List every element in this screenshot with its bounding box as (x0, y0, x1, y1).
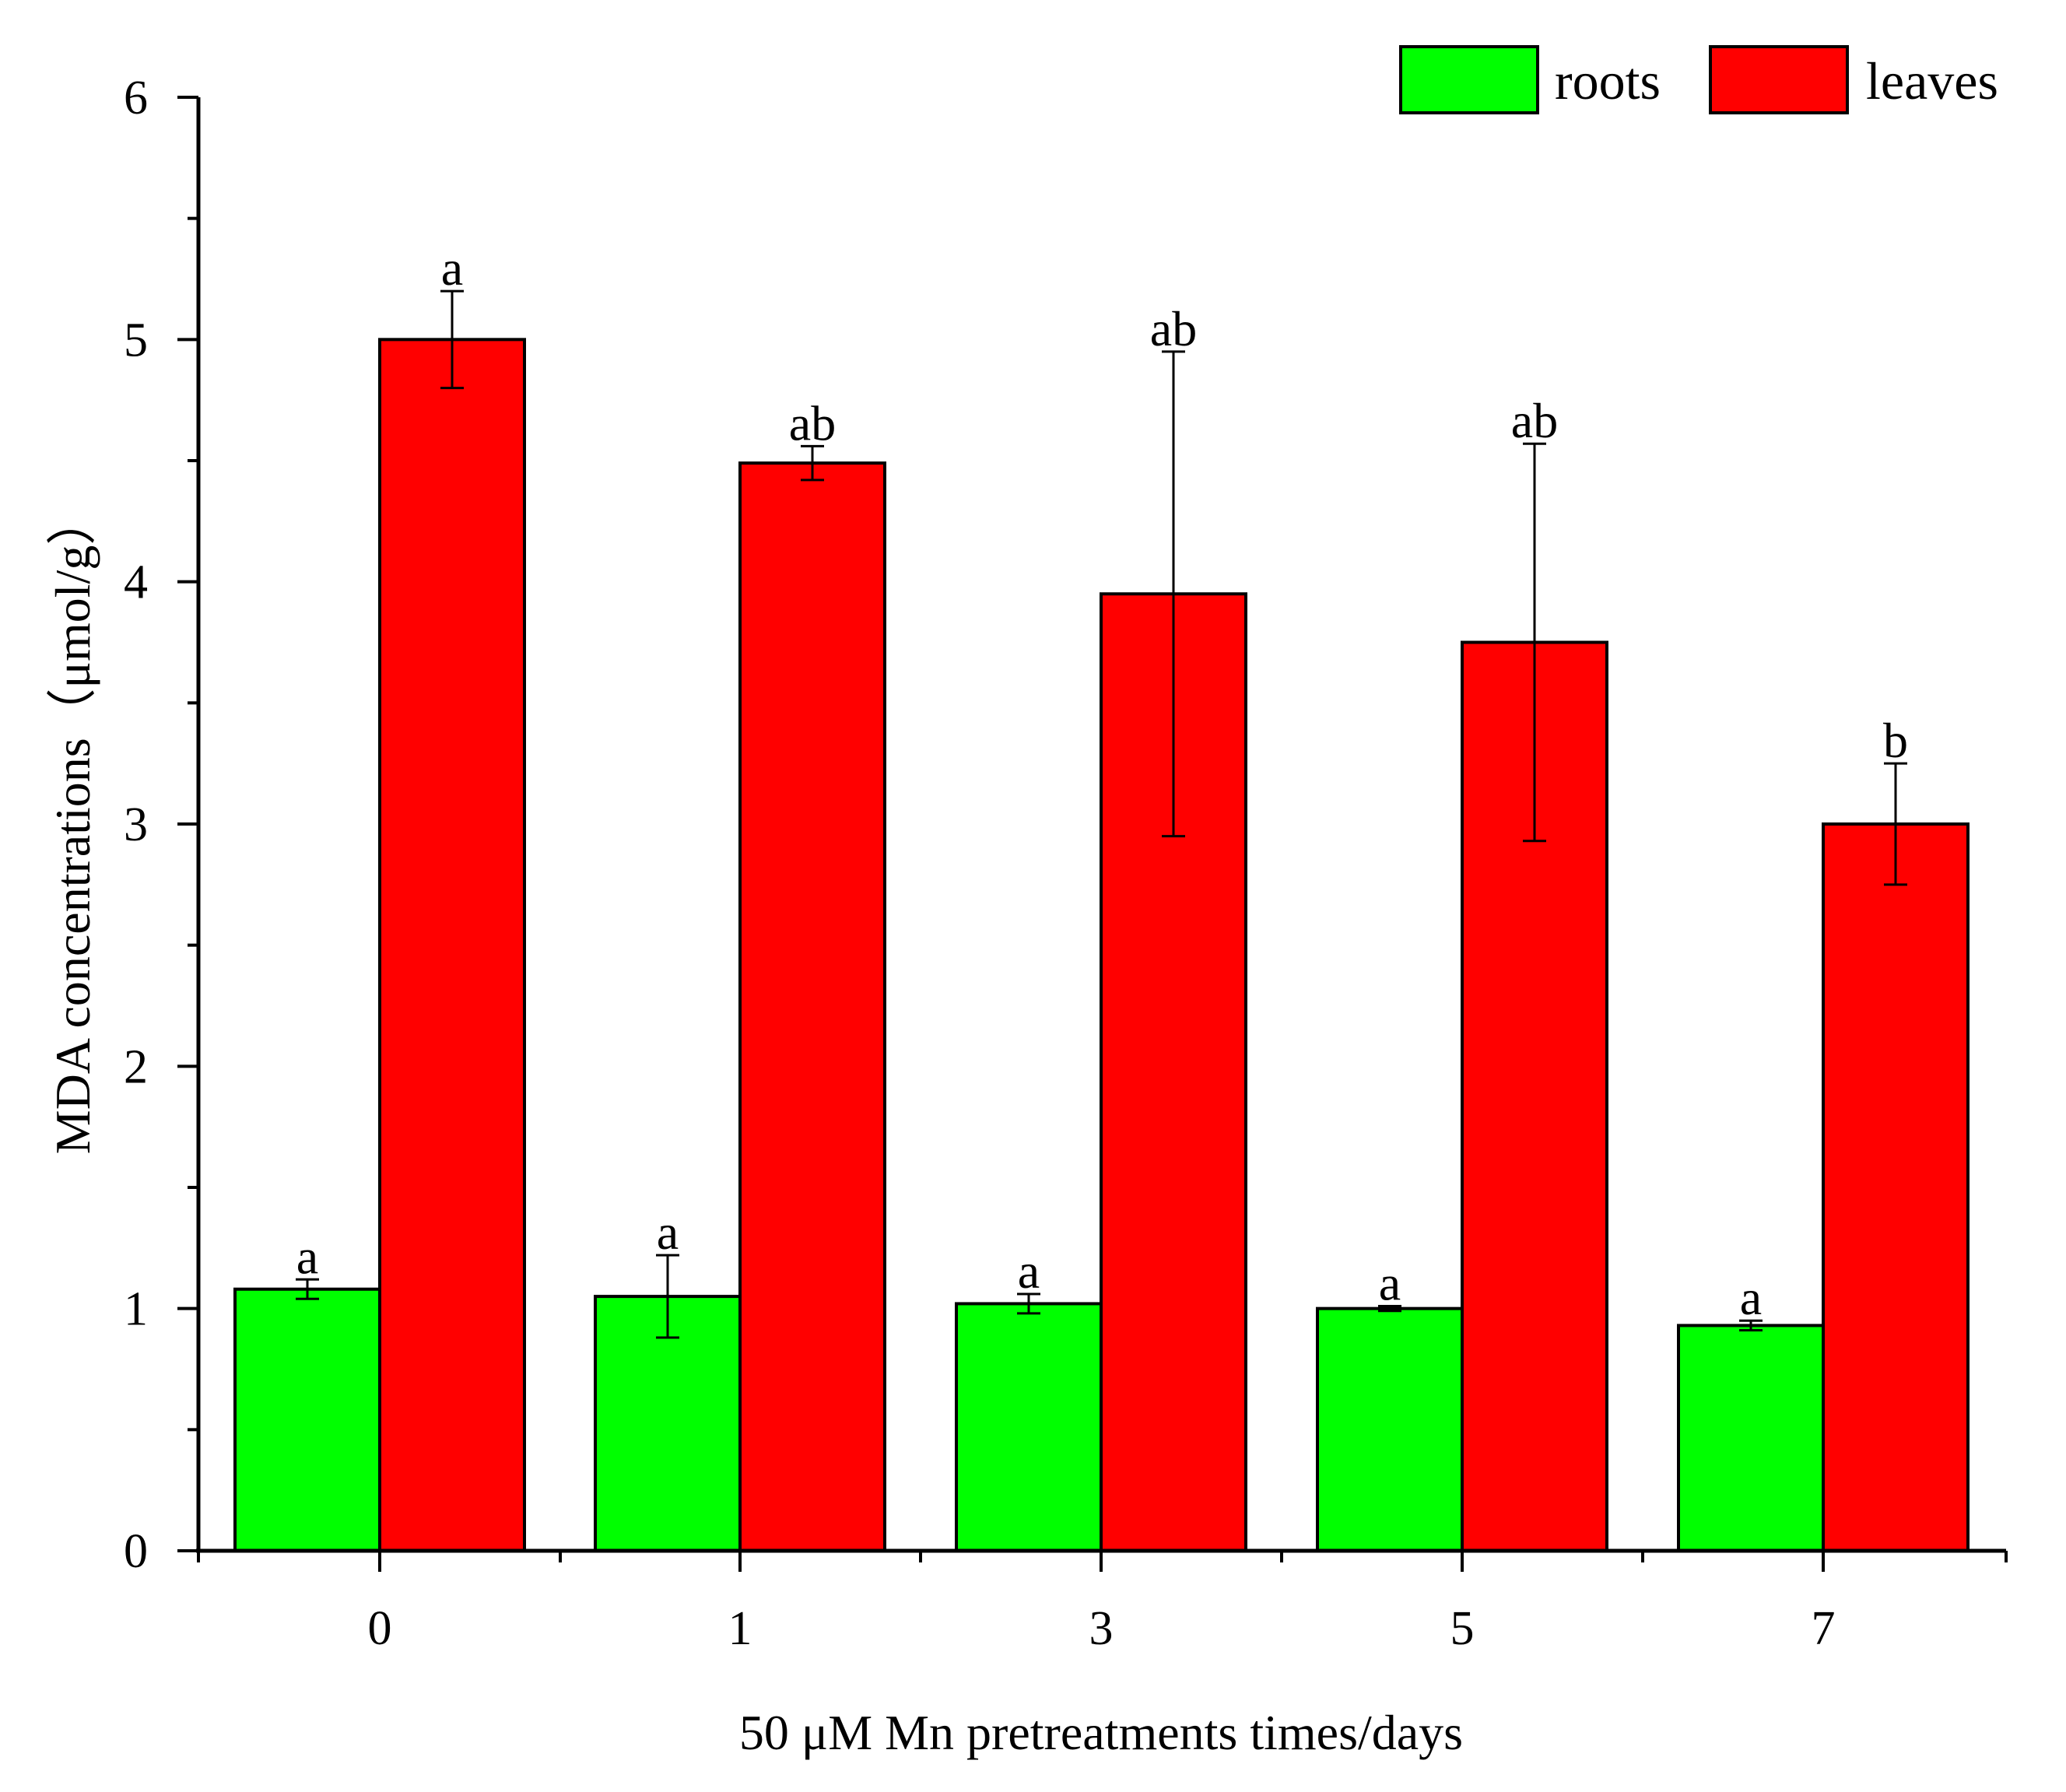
significance-label-roots-3: a (1018, 1243, 1040, 1299)
significance-label-roots-5: a (1379, 1256, 1401, 1311)
bar-roots-5 (1316, 1306, 1464, 1552)
x-tick-label: 7 (1812, 1602, 1836, 1655)
x-tick-label: 5 (1450, 1602, 1475, 1655)
y-tick-label: 1 (124, 1283, 148, 1336)
error-bar-leaves-3 (1162, 350, 1185, 838)
error-bar-leaves-7 (1884, 762, 1907, 886)
legend: roots leaves (1399, 45, 1998, 114)
x-tick-label: 0 (368, 1602, 392, 1655)
error-bar-leaves-1 (801, 444, 824, 482)
error-bars-layer (296, 289, 1907, 1339)
bar-roots-3 (955, 1302, 1103, 1552)
error-bar-leaves-5 (1523, 442, 1546, 843)
y-tick-label: 5 (124, 314, 148, 366)
bar-roots-7 (1677, 1324, 1825, 1552)
bar-leaves-0 (378, 338, 526, 1552)
y-tick-label: 3 (124, 798, 148, 851)
error-bar-roots-1 (656, 1254, 679, 1339)
legend-item-leaves: leaves (1709, 45, 1998, 114)
error-bar-leaves-0 (440, 289, 464, 390)
significance-labels-layer: a a a a a a ab ab ab b (296, 240, 1908, 1325)
y-tick-label: 6 (124, 72, 148, 124)
bar-roots-0 (233, 1287, 381, 1552)
legend-swatch-roots (1399, 45, 1539, 114)
y-tick-label: 4 (124, 556, 148, 609)
x-axis-title: 50 μM Mn pretreatments times/days (739, 1705, 1463, 1760)
error-bar-roots-7 (1739, 1319, 1763, 1332)
legend-swatch-leaves (1709, 45, 1849, 114)
y-tick-label: 0 (124, 1525, 148, 1578)
significance-label-roots-7: a (1740, 1270, 1762, 1325)
legend-label-roots: roots (1555, 51, 1661, 110)
significance-label-leaves-7: b (1883, 713, 1908, 768)
legend-item-roots: roots (1399, 45, 1661, 114)
error-bar-roots-3 (1017, 1292, 1040, 1315)
y-ticks-layer: 0 1 2 3 4 5 6 (124, 72, 198, 1578)
bars-layer (233, 338, 1970, 1553)
bar-leaves-7 (1822, 822, 1970, 1552)
significance-label-roots-0: a (296, 1229, 318, 1284)
bar-roots-1 (594, 1295, 742, 1552)
error-bar-roots-0 (296, 1278, 319, 1300)
significance-label-leaves-5: ab (1511, 393, 1558, 448)
significance-label-leaves-1: ab (789, 395, 836, 451)
x-tick-label: 1 (728, 1602, 752, 1655)
x-tick-label: 3 (1089, 1602, 1114, 1655)
significance-label-leaves-3: ab (1150, 301, 1197, 356)
significance-label-roots-1: a (657, 1205, 679, 1260)
legend-label-leaves: leaves (1866, 51, 1998, 110)
y-tick-label: 2 (124, 1040, 148, 1093)
x-ticks-layer: 0 1 3 5 7 (197, 1551, 2008, 1655)
error-bar-roots-5 (1378, 1305, 1401, 1313)
bar-leaves-1 (738, 461, 886, 1553)
significance-label-leaves-0: a (441, 240, 463, 296)
y-axis-title: MDA concentrations（μmol/g） (45, 496, 100, 1155)
